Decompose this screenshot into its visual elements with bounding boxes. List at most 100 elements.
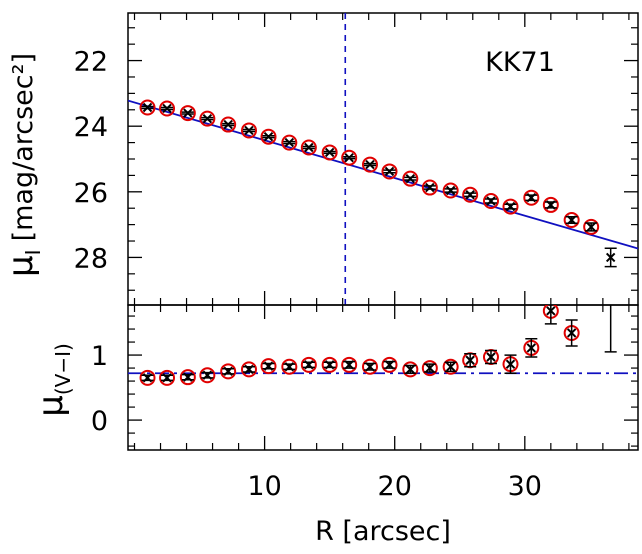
data-point [384, 166, 395, 177]
data-point [321, 356, 338, 373]
y-label-symbol: μ [1, 255, 41, 277]
data-point [300, 356, 317, 373]
data-point [442, 358, 459, 375]
annotation: KK71 [485, 47, 555, 78]
y-tick-label: 0 [91, 406, 108, 437]
data-point [445, 185, 456, 196]
y-label-unit: [mag/arcsec²] [8, 53, 39, 241]
data-point [425, 182, 435, 193]
data-point [542, 196, 559, 213]
y-tick-label: 24 [74, 112, 108, 143]
data-point [445, 362, 456, 372]
data-point [566, 215, 577, 225]
data-point [179, 369, 196, 386]
plot-frame [127, 12, 639, 306]
plot-area [128, 296, 638, 386]
data-point [465, 355, 475, 365]
y-axis-label: μI [mag/arcsec²] [1, 53, 45, 277]
data-point [321, 144, 338, 161]
data-point [405, 364, 416, 375]
y-tick-label: 1 [91, 341, 108, 372]
y-tick-label: 22 [74, 47, 108, 78]
data-point [462, 186, 479, 203]
data-point [260, 358, 277, 375]
data-point [482, 192, 499, 209]
data-point [505, 201, 516, 212]
data-point [324, 147, 335, 158]
data-point [361, 358, 378, 375]
data-point [442, 182, 459, 199]
data-point [384, 360, 395, 370]
data-point [240, 361, 257, 378]
data-point [365, 159, 375, 170]
x-tick-label: 30 [508, 471, 542, 502]
data-point [199, 367, 216, 384]
x-tick-label: 10 [247, 471, 281, 502]
data-point [486, 352, 496, 362]
data-point [605, 252, 616, 263]
data-point [284, 137, 295, 148]
data-point [199, 110, 216, 127]
data-point [223, 119, 233, 130]
data-point [583, 218, 600, 235]
data-point [361, 156, 378, 173]
data-point [421, 179, 438, 196]
data-point [344, 360, 354, 370]
data-point [486, 196, 496, 206]
data-point [421, 360, 438, 377]
y-axis-label: μ(V−I) [31, 343, 75, 417]
data-point [381, 163, 398, 180]
data-point [586, 222, 596, 232]
data-point [220, 116, 237, 133]
data-point [526, 343, 537, 353]
data-point [183, 372, 193, 382]
data-point [202, 370, 213, 380]
x-axis-label: R [arcsec] [315, 516, 451, 547]
data-point [281, 358, 298, 375]
data-point [381, 356, 398, 373]
y-label-symbol: μ [31, 395, 71, 417]
data-point [341, 149, 358, 166]
data-point [523, 189, 540, 206]
data-point [139, 369, 156, 386]
data-point [324, 360, 335, 370]
data-point [300, 139, 317, 156]
data-point [405, 173, 416, 184]
data-point [220, 363, 237, 380]
data-point [526, 193, 537, 203]
y-label-subscript: I [21, 249, 45, 255]
data-point [402, 361, 419, 378]
plot-area [128, 13, 638, 305]
data-point [607, 296, 615, 304]
data-point [502, 198, 519, 215]
data-point [546, 306, 556, 316]
y-label-subscript: (V−I) [51, 343, 75, 395]
data-point [240, 122, 257, 139]
data-point [183, 108, 193, 118]
data-point [159, 100, 176, 117]
data-point [365, 362, 375, 372]
data-point [566, 328, 577, 338]
data-point [244, 364, 254, 375]
data-point [162, 373, 172, 383]
data-point [263, 361, 274, 371]
data-point [402, 170, 419, 187]
data-point [304, 142, 314, 153]
data-point [162, 103, 172, 114]
data-point [139, 99, 156, 116]
data-point [505, 359, 516, 369]
data-point [563, 212, 580, 229]
data-point [244, 125, 254, 136]
plot-frame [127, 304, 639, 451]
data-point [546, 200, 556, 210]
data-point [263, 131, 274, 142]
data-point [281, 134, 298, 151]
data-point [304, 360, 314, 370]
data-point [179, 105, 196, 122]
data-point [465, 190, 475, 200]
data-point [284, 362, 295, 372]
y-tick-label: 28 [74, 243, 108, 274]
data-point [341, 356, 358, 373]
data-point [260, 128, 277, 145]
